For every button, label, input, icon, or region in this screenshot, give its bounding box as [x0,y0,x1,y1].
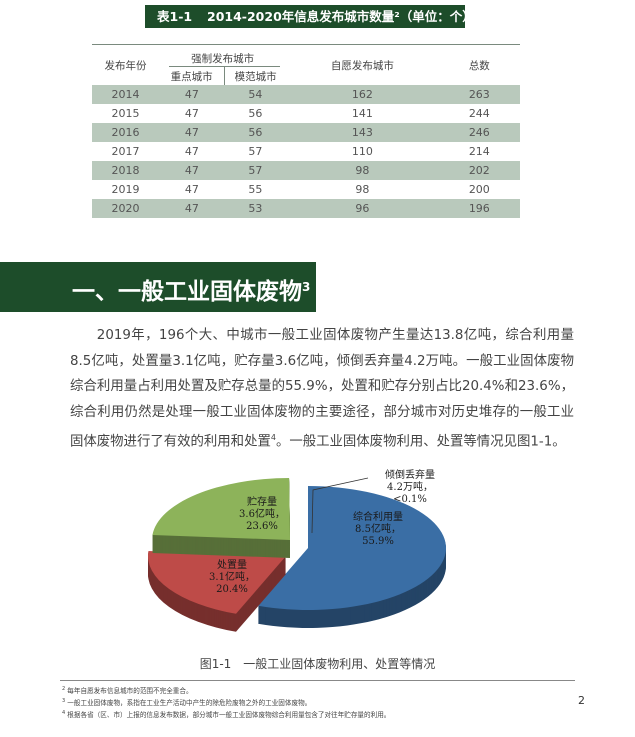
cell-model-cities: 56 [248,107,263,120]
header-mandatory: 强制发布城市 [159,44,287,67]
pie-label-amount: 4.2万吨， [387,480,433,493]
footnote-text: 每年自愿发布信息城市的范围不完全重合。 [67,687,193,696]
footnote-2: 2 每年自愿发布信息城市的范围不完全重合。 [62,684,390,696]
cell-key-cities: 47 [184,107,199,120]
section-title: 一、一般工业固体废物 [72,279,302,305]
cell-model-cities: 56 [224,123,287,142]
footnote-3: 3 一般工业固体废物，系指在工业生产活动中产生的除危险废物之外的工业固体废物。 [62,696,390,708]
cell-voluntary: 110 [351,145,373,158]
cell-year: 2017 [111,145,140,158]
table-number: 表1-1 [157,9,193,24]
body-paragraph: 2019年，196个大、中城市一般工业固体废物产生量达13.8亿吨，综合利用量8… [70,323,574,455]
section-footnote-ref: 3 [302,280,311,294]
cell-year: 2015 [111,107,140,120]
cell-total: 214 [468,145,490,158]
cell-key-cities: 47 [159,123,225,142]
paragraph-text: 2019年，196个大、中城市一般工业固体废物产生量达13.8亿吨，综合利用量8… [70,328,574,450]
paragraph-footnote-ref: 4 [270,433,276,443]
city-count-table: 发布年份 强制发布城市 自愿发布城市 总数 重点城市 模范城市 2014 47 54… [92,44,520,218]
table-row: 2016 47 56 143 246 [92,123,520,142]
page-number: 2 [578,694,585,707]
pie-label: 综合利用量 8.5亿吨， 55.9% [353,510,403,547]
header-year: 发布年份 [92,44,160,85]
footnote-number: 3 [62,698,66,705]
cell-voluntary: 143 [286,123,439,142]
cell-total: 202 [438,161,520,180]
table-row: 2019 47 55 98 200 [92,180,520,199]
cell-year: 2019 [111,183,140,196]
pie-label-name: 贮存量 [247,495,277,508]
cell-key-cities: 47 [184,183,199,196]
cell-model-cities: 54 [224,85,287,104]
pie-label-label: 55.9% [362,536,394,547]
pie-label-amount: 8.5亿吨， [355,522,401,535]
pie-label-amount: 3.1亿吨， [209,570,255,583]
pie-label-name: 倾倒丢弃量 [385,468,435,481]
cell-voluntary: 98 [355,183,370,196]
cell-model-cities: 55 [248,183,263,196]
cell-year: 2016 [92,123,160,142]
cell-voluntary: 141 [351,107,373,120]
cell-total: 200 [468,183,490,196]
pie-label: 倾倒丢弃量 4.2万吨，<0.1% [385,468,435,505]
cell-voluntary: 98 [286,161,439,180]
header-key-cities: 重点城市 [159,67,226,85]
table-title-bar: 表1-1 2014-2020年信息发布城市数量²（单位：个） [145,5,475,28]
pie-label-label: <0.1% [393,494,427,505]
cell-key-cities: 47 [159,85,225,104]
table-row: 2015 47 56 141 244 [92,104,520,123]
footnote-text: 一般工业固体废物，系指在工业生产活动中产生的除危险废物之外的工业固体废物。 [67,699,312,708]
footnote-text: 根据各省（区、市）上报的信息发布数据，部分城市一般工业固体废物综合利用量包含了对… [67,711,391,720]
cell-total: 244 [468,107,490,120]
pie-label: 处置量 3.1亿吨， 20.4% [209,559,255,595]
cell-model-cities: 57 [224,161,287,180]
table-row: 2017 47 57 110 214 [92,142,520,161]
pie-label-label: 20.4% [216,584,248,595]
cell-key-cities: 47 [184,145,199,158]
footnote-4: 4 根据各省（区、市）上报的信息发布数据，部分城市一般工业固体废物综合利用量包含… [62,708,390,720]
cell-total: 196 [438,199,520,218]
header-mandatory-label: 强制发布城市 [191,52,255,65]
figure-caption: 图1-1 一般工业固体废物利用、处置等情况 [199,657,436,671]
header-total: 总数 [438,44,520,85]
header-model-cities: 模范城市 [234,70,277,83]
footnote-number: 4 [62,710,66,717]
cell-model-cities: 57 [248,145,263,158]
footnote-number: 2 [62,686,66,692]
cell-year: 2018 [92,161,160,180]
paragraph-tail: 。一般工业固体废物利用、处置等情况见图1-1。 [275,434,566,450]
pie-slice-2 [152,478,290,540]
cell-key-cities: 47 [159,161,225,180]
cell-voluntary: 162 [286,85,439,104]
section-heading: 一、一般工业固体废物3 [0,262,316,312]
header-voluntary: 自愿发布城市 [286,44,439,85]
pie-label: 贮存量 3.6亿吨， 23.6% [239,495,285,532]
callout-leader-line [311,477,369,534]
pie-label-name: 综合利用量 [353,510,403,523]
cell-total: 263 [438,85,520,104]
table-row: 2018 47 57 98 202 [92,161,520,180]
table-row: 2020 47 53 96 196 [92,199,520,218]
cell-model-cities: 53 [224,199,287,218]
cell-key-cities: 47 [159,199,225,218]
pie-slice-1 [148,550,286,614]
cell-total: 246 [438,123,520,142]
pie-label-name: 处置量 [217,559,247,571]
footnotes: 2 每年自愿发布信息城市的范围不完全重合。 3 一般工业固体废物，系指在工业生产… [62,684,390,721]
table-row: 2014 47 54 162 263 [92,85,520,104]
cell-year: 2020 [92,199,160,218]
cell-voluntary: 96 [286,199,439,218]
footnote-divider [60,680,575,681]
pie-label-label: 23.6% [246,521,278,532]
pie-slice-0 [258,486,446,610]
table-title: 2014-2020年信息发布城市数量²（单位：个） [207,9,475,24]
pie-label-amount: 3.6亿吨， [239,507,285,520]
cell-year: 2014 [92,85,160,104]
